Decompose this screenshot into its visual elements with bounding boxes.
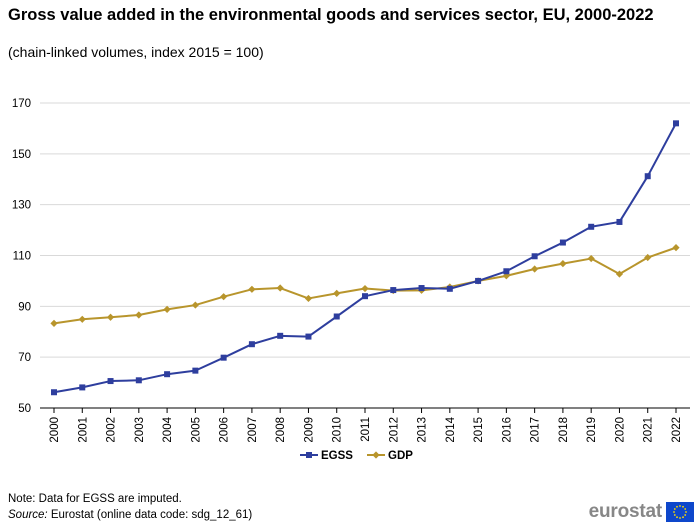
- egss-point: [277, 332, 284, 339]
- y-tick-label: 150: [12, 149, 31, 161]
- egss-point: [220, 354, 227, 361]
- egss-point: [164, 371, 171, 378]
- gdp-point: [50, 319, 58, 327]
- x-tick-label: 2008: [275, 417, 287, 443]
- egss-point: [531, 253, 538, 260]
- x-tick-label: 2005: [190, 417, 202, 443]
- x-tick-label: 2010: [332, 417, 344, 443]
- x-tick-label: 2020: [614, 417, 626, 443]
- x-tick-label: 2002: [106, 417, 118, 443]
- y-tick-label: 90: [18, 301, 31, 313]
- chart-subtitle: (chain-linked volumes, index 2015 = 100): [8, 44, 264, 60]
- gdp-point: [559, 260, 567, 268]
- gdp-point: [276, 284, 284, 292]
- x-tick-label: 2019: [586, 417, 598, 443]
- gdp-point: [361, 284, 369, 293]
- gdp-point: [615, 270, 624, 278]
- gdp-point: [304, 294, 313, 303]
- gdp-point: [135, 311, 143, 319]
- gdp-point: [333, 289, 341, 297]
- legend-item-gdp: GDP: [367, 450, 413, 462]
- egss-point: [446, 285, 453, 292]
- egss-point: [79, 384, 86, 391]
- x-tick-label: 2015: [473, 417, 485, 443]
- egss-point: [333, 313, 340, 320]
- x-tick-label: 2009: [303, 417, 315, 443]
- gridlines: [40, 102, 690, 358]
- x-tick-label: 2017: [530, 417, 542, 443]
- gdp-point: [78, 315, 86, 323]
- legend: EGSS GDP: [300, 450, 413, 462]
- gdp-point: [672, 244, 680, 252]
- series-egss: [51, 120, 679, 396]
- series-gdp: [50, 244, 680, 327]
- y-tick-label: 170: [12, 98, 31, 110]
- egss-point: [559, 239, 566, 246]
- x-tick-label: 2006: [219, 417, 231, 443]
- y-tick-label: 50: [18, 403, 31, 415]
- footnote: Note: Data for EGSS are imputed.: [8, 493, 182, 505]
- gdp-point: [587, 254, 595, 263]
- egss-point: [390, 287, 397, 294]
- x-tick-label: 2003: [134, 417, 146, 443]
- egss-point: [362, 293, 368, 300]
- egss-point: [418, 285, 425, 292]
- y-tick-label: 110: [13, 251, 31, 263]
- gdp-point: [220, 293, 228, 301]
- x-tick-label: 2000: [49, 417, 61, 443]
- y-tick-label: 130: [12, 200, 31, 212]
- gdp-point: [191, 301, 199, 309]
- egss-line: [53, 122, 677, 394]
- gdp-point: [248, 285, 256, 293]
- egss-point: [475, 277, 482, 284]
- series: [50, 120, 680, 396]
- egss-point: [305, 333, 312, 340]
- x-tick-label: 2004: [162, 416, 174, 442]
- legend-marker: [306, 452, 312, 458]
- gdp-point: [106, 313, 115, 321]
- eurostat-logo[interactable]: eurostat: [589, 501, 694, 523]
- egss-point: [616, 218, 623, 225]
- gdp-point: [163, 305, 171, 313]
- source-line: Source: Eurostat (online data code: sdg_…: [8, 508, 252, 523]
- eu-flag-icon: [666, 502, 694, 522]
- x-tick-label: 2013: [417, 417, 429, 443]
- x-tick-label: 2016: [501, 417, 513, 443]
- brand-text: eurostat: [588, 501, 663, 522]
- y-tick-label: 70: [18, 352, 31, 364]
- x-tick-label: 2012: [388, 417, 400, 443]
- chart-title: Gross value added in the environmental g…: [8, 6, 654, 24]
- x-tick-label: 2022: [671, 417, 683, 443]
- x-tick-label: 2014: [445, 416, 457, 442]
- axes: 50 70 90 110 130 150 170 2000 2001 2002 2003 2004 20…: [12, 98, 690, 443]
- egss-point: [503, 268, 510, 275]
- egss-point: [673, 120, 679, 127]
- egss-point: [107, 378, 114, 385]
- gdp-point: [644, 253, 652, 262]
- x-tick-label: 2011: [360, 417, 372, 442]
- source-label: Source:: [8, 509, 48, 521]
- egss-point: [51, 389, 57, 396]
- gdp-point: [502, 272, 510, 280]
- egss-point: [248, 341, 255, 348]
- x-tick-label: 2007: [247, 417, 259, 443]
- legend-label: EGSS: [321, 450, 353, 462]
- legend-label: GDP: [388, 450, 413, 462]
- egss-point: [588, 223, 595, 230]
- legend-marker: [372, 451, 380, 459]
- egss-point: [135, 377, 142, 384]
- gdp-point: [531, 265, 539, 273]
- egss-point: [644, 173, 651, 180]
- source-text: Eurostat (online data code: sdg_12_61): [47, 509, 253, 521]
- x-tick-label: 2021: [643, 417, 655, 443]
- x-tick-label: 2001: [77, 417, 89, 443]
- egss-point: [192, 367, 199, 374]
- legend-item-egss: EGSS: [300, 450, 353, 462]
- x-tick-label: 2018: [558, 417, 570, 443]
